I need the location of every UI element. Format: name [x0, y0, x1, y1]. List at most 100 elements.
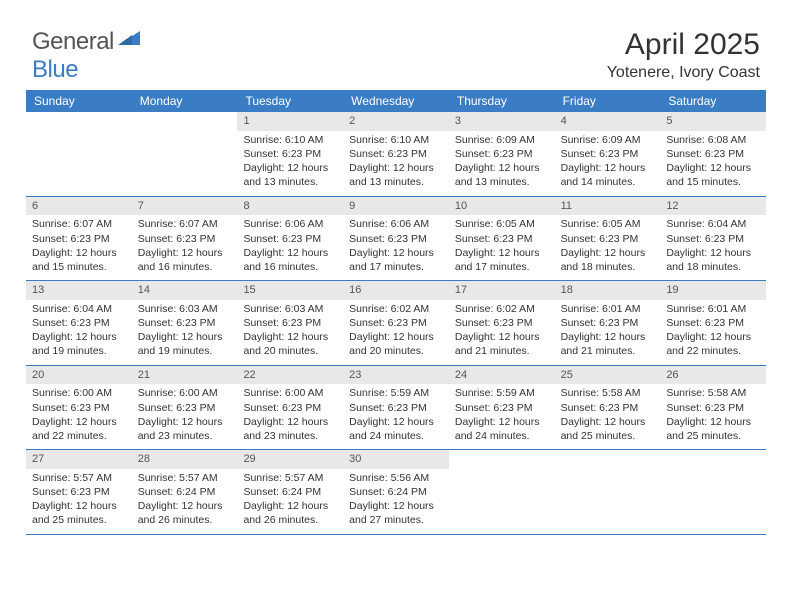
sunrise-text: Sunrise: 6:07 AM: [32, 217, 126, 231]
daylight-text: Daylight: 12 hours and 22 minutes.: [666, 330, 760, 358]
day-body: Sunrise: 5:58 AMSunset: 6:23 PMDaylight:…: [555, 386, 661, 443]
sunset-text: Sunset: 6:23 PM: [243, 232, 337, 246]
sunset-text: Sunset: 6:23 PM: [349, 147, 443, 161]
day-body: Sunrise: 5:57 AMSunset: 6:24 PMDaylight:…: [132, 471, 238, 528]
day-number: 1: [237, 112, 343, 131]
day-cell: 26Sunrise: 5:58 AMSunset: 6:23 PMDayligh…: [660, 366, 766, 450]
day-body: Sunrise: 6:05 AMSunset: 6:23 PMDaylight:…: [555, 217, 661, 274]
day-cell: [660, 450, 766, 534]
sunrise-text: Sunrise: 6:10 AM: [243, 133, 337, 147]
day-body: Sunrise: 6:04 AMSunset: 6:23 PMDaylight:…: [660, 217, 766, 274]
sunset-text: Sunset: 6:23 PM: [666, 232, 760, 246]
sunrise-text: Sunrise: 5:57 AM: [138, 471, 232, 485]
weekday-header-row: SundayMondayTuesdayWednesdayThursdayFrid…: [26, 90, 766, 112]
sunrise-text: Sunrise: 6:00 AM: [32, 386, 126, 400]
sunset-text: Sunset: 6:23 PM: [32, 401, 126, 415]
calendar: SundayMondayTuesdayWednesdayThursdayFrid…: [0, 90, 792, 535]
day-cell: 9Sunrise: 6:06 AMSunset: 6:23 PMDaylight…: [343, 197, 449, 281]
day-cell: 3Sunrise: 6:09 AMSunset: 6:23 PMDaylight…: [449, 112, 555, 196]
day-number: [449, 450, 555, 469]
day-cell: [449, 450, 555, 534]
sunrise-text: Sunrise: 6:05 AM: [455, 217, 549, 231]
sunrise-text: Sunrise: 6:06 AM: [243, 217, 337, 231]
sunset-text: Sunset: 6:23 PM: [243, 316, 337, 330]
day-number: 10: [449, 197, 555, 216]
daylight-text: Daylight: 12 hours and 25 minutes.: [561, 415, 655, 443]
day-cell: 27 Sunrise: 5:57 AMSunset: 6:23 PMDayligh…: [26, 450, 132, 534]
day-cell: 7Sunrise: 6:07 AMSunset: 6:23 PMDaylight…: [132, 197, 238, 281]
daylight-text: Daylight: 12 hours and 23 minutes.: [138, 415, 232, 443]
day-body: Sunrise: 6:00 AMSunset: 6:23 PMDaylight:…: [237, 386, 343, 443]
day-cell: 10Sunrise: 6:05 AMSunset: 6:23 PMDayligh…: [449, 197, 555, 281]
weekday-header: Thursday: [449, 90, 555, 112]
sunset-text: Sunset: 6:23 PM: [561, 232, 655, 246]
sunrise-text: Sunrise: 5:56 AM: [349, 471, 443, 485]
logo-text-blue: Blue: [32, 56, 78, 83]
day-body: Sunrise: 6:04 AMSunset: 6:23 PMDaylight:…: [26, 302, 132, 359]
month-title: April 2025: [607, 28, 760, 62]
weekday-header: Wednesday: [343, 90, 449, 112]
sunrise-text: Sunrise: 6:01 AM: [561, 302, 655, 316]
sunrise-text: Sunrise: 6:07 AM: [138, 217, 232, 231]
weeks-container: 1Sunrise: 6:10 AMSunset: 6:23 PMDaylight…: [26, 112, 766, 535]
day-body: Sunrise: 5:57 AMSunset: 6:23 PMDaylight:…: [26, 471, 132, 528]
day-number: 20: [26, 366, 132, 385]
daylight-text: Daylight: 12 hours and 17 minutes.: [349, 246, 443, 274]
day-body: Sunrise: 5:58 AMSunset: 6:23 PMDaylight:…: [660, 386, 766, 443]
day-body: Sunrise: 6:10 AMSunset: 6:23 PMDaylight:…: [237, 133, 343, 190]
day-number: 25: [555, 366, 661, 385]
day-number: 8: [237, 197, 343, 216]
day-cell: [26, 112, 132, 196]
weekday-header: Sunday: [26, 90, 132, 112]
sunset-text: Sunset: 6:23 PM: [349, 316, 443, 330]
day-body: Sunrise: 6:02 AMSunset: 6:23 PMDaylight:…: [343, 302, 449, 359]
day-cell: 19Sunrise: 6:01 AMSunset: 6:23 PMDayligh…: [660, 281, 766, 365]
day-number: [132, 112, 238, 131]
day-number: 12: [660, 197, 766, 216]
day-number: 3: [449, 112, 555, 131]
day-number: [660, 450, 766, 469]
day-cell: 5Sunrise: 6:08 AMSunset: 6:23 PMDaylight…: [660, 112, 766, 196]
weekday-header: Friday: [555, 90, 661, 112]
sunrise-text: Sunrise: 6:10 AM: [349, 133, 443, 147]
sunset-text: Sunset: 6:23 PM: [455, 232, 549, 246]
day-body: Sunrise: 6:09 AMSunset: 6:23 PMDaylight:…: [555, 133, 661, 190]
day-number: 7: [132, 197, 238, 216]
day-cell: 8Sunrise: 6:06 AMSunset: 6:23 PMDaylight…: [237, 197, 343, 281]
day-number: 29: [237, 450, 343, 469]
daylight-text: Daylight: 12 hours and 13 minutes.: [455, 161, 549, 189]
daylight-text: Daylight: 12 hours and 15 minutes.: [32, 246, 126, 274]
week-row: 13 Sunrise: 6:04 AMSunset: 6:23 PMDayligh…: [26, 281, 766, 366]
sunset-text: Sunset: 6:23 PM: [243, 401, 337, 415]
day-cell: 23Sunrise: 5:59 AMSunset: 6:23 PMDayligh…: [343, 366, 449, 450]
location: Yotenere, Ivory Coast: [607, 64, 760, 82]
day-number: 5: [660, 112, 766, 131]
sunset-text: Sunset: 6:24 PM: [243, 485, 337, 499]
sunset-text: Sunset: 6:23 PM: [138, 401, 232, 415]
sunset-text: Sunset: 6:23 PM: [32, 232, 126, 246]
day-number: 27: [26, 450, 132, 469]
daylight-text: Daylight: 12 hours and 15 minutes.: [666, 161, 760, 189]
day-body: Sunrise: 6:01 AMSunset: 6:23 PMDaylight:…: [660, 302, 766, 359]
sunrise-text: Sunrise: 6:06 AM: [349, 217, 443, 231]
sunset-text: Sunset: 6:23 PM: [138, 316, 232, 330]
sunset-text: Sunset: 6:23 PM: [243, 147, 337, 161]
day-number: [555, 450, 661, 469]
day-number: 26: [660, 366, 766, 385]
day-cell: 15Sunrise: 6:03 AMSunset: 6:23 PMDayligh…: [237, 281, 343, 365]
sunrise-text: Sunrise: 5:59 AM: [349, 386, 443, 400]
day-cell: 28 Sunrise: 5:57 AMSunset: 6:24 PMDayligh…: [132, 450, 238, 534]
sunset-text: Sunset: 6:23 PM: [666, 147, 760, 161]
sunrise-text: Sunrise: 6:03 AM: [243, 302, 337, 316]
sunrise-text: Sunrise: 5:59 AM: [455, 386, 549, 400]
sunrise-text: Sunrise: 5:58 AM: [561, 386, 655, 400]
day-body: Sunrise: 6:00 AMSunset: 6:23 PMDaylight:…: [26, 386, 132, 443]
daylight-text: Daylight: 12 hours and 20 minutes.: [243, 330, 337, 358]
day-number: 28: [132, 450, 238, 469]
weekday-header: Tuesday: [237, 90, 343, 112]
daylight-text: Daylight: 12 hours and 27 minutes.: [349, 499, 443, 527]
day-body: Sunrise: 6:07 AMSunset: 6:23 PMDaylight:…: [132, 217, 238, 274]
day-number: 13: [26, 281, 132, 300]
sunset-text: Sunset: 6:23 PM: [561, 316, 655, 330]
daylight-text: Daylight: 12 hours and 26 minutes.: [138, 499, 232, 527]
